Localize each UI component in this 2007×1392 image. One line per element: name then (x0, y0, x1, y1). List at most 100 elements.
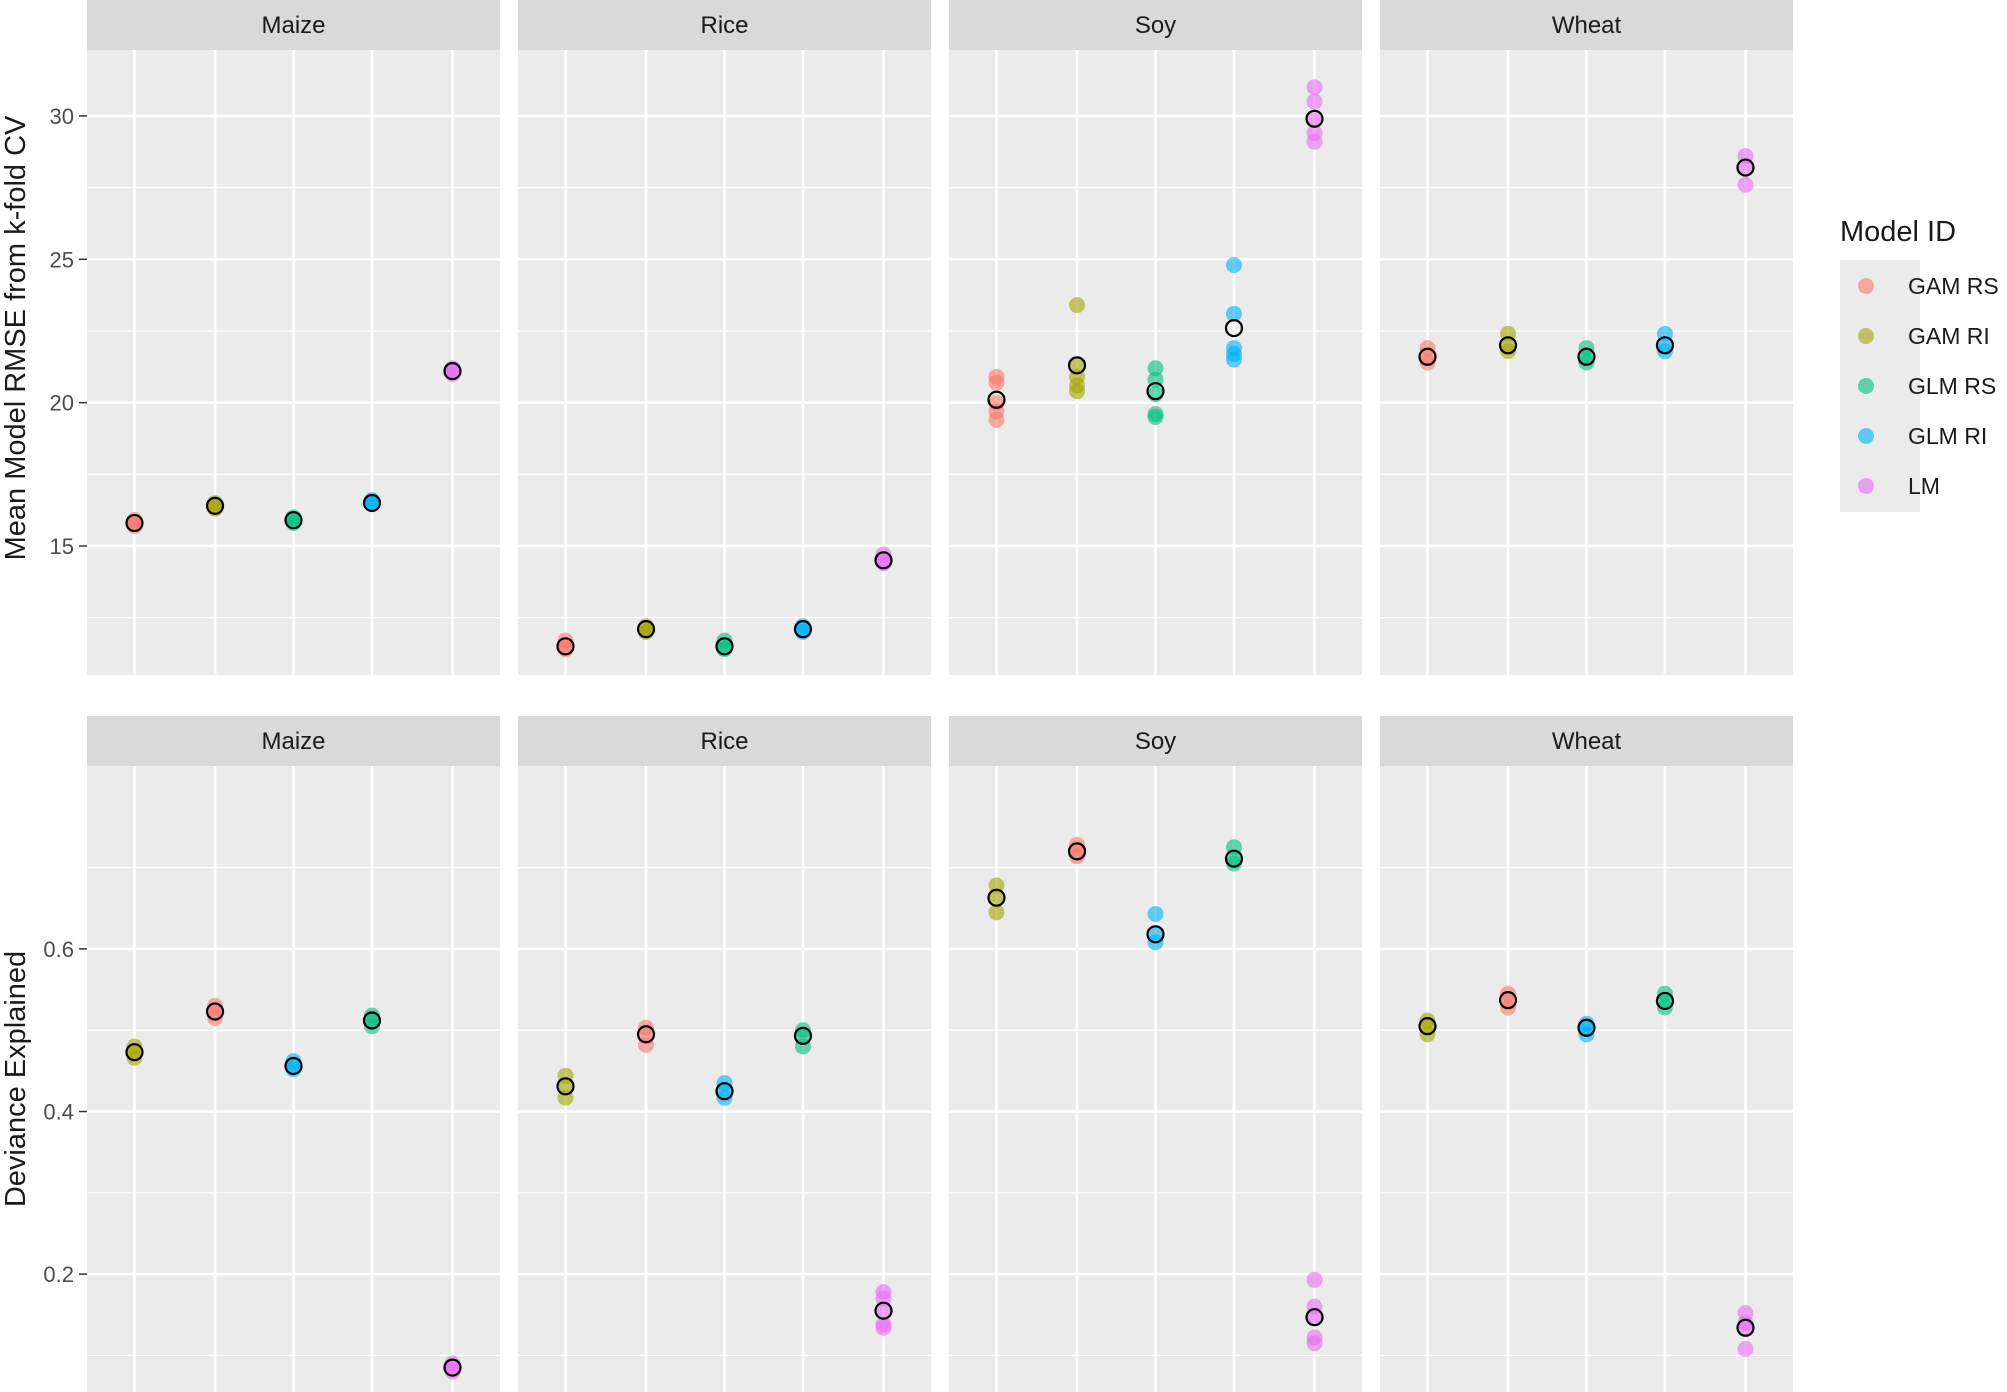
row-1-soy-lm-point-0 (1306, 79, 1323, 96)
legend-label-gam-rs: GAM RS (1908, 273, 1999, 299)
row-2-wheat-lm-point-2 (1737, 1320, 1754, 1337)
row-1-maize-gam-ri-mean-marker (205, 496, 225, 515)
row-1-rice-lm-mean-marker (874, 551, 893, 570)
row-2-rice-gam-rs-mean-marker (636, 1025, 656, 1044)
row-1-wheat-gam-rs-mean-marker (1418, 347, 1437, 366)
row-2-wheat-lm-point-3 (1737, 1340, 1754, 1357)
row-1-soy-lm-point-2 (1306, 110, 1323, 127)
row-2-maize-strip (87, 716, 500, 766)
row-1-wheat-glm-rs-point-2 (1578, 354, 1595, 371)
row-1-soy-glm-rs-point-0 (1147, 360, 1164, 377)
row-1-rice-glm-rs-mean-marker (715, 637, 734, 656)
row-2-y-tick-label-0-2: 0.2 (43, 1262, 74, 1287)
row-2-soy-gam-ri-mean-marker (987, 888, 1006, 907)
row-1-wheat-strip (1380, 0, 1793, 50)
row-1-wheat-glm-ri-mean-marker (1655, 336, 1675, 355)
row-2-soy-gam-rs-mean-marker (1067, 842, 1087, 861)
legend-items: GAM RS GAM RI GLM RS GLM RI LM (1858, 273, 1999, 499)
row-1-soy-glm-rs-mean-marker (1146, 382, 1165, 401)
row-1-wheat-lm-point-2 (1737, 176, 1754, 193)
row-1-soy-gam-ri-mean-marker (1067, 356, 1087, 375)
legend-key-gam-rs (1858, 278, 1874, 294)
legend-key-background (1840, 260, 1920, 512)
row-2-maize-gam-rs-mean-marker (205, 1002, 225, 1021)
row-2-rice-strip-label: Rice (700, 728, 748, 755)
plot-area: Mean Model RMSE from k-fold CV 15 20 25 30 Ma… (0, 0, 1793, 1392)
row-1-maize-strip-label: Maize (261, 12, 325, 39)
row-2-rice-strip (518, 716, 931, 766)
row-2-soy-lm-point-4 (1306, 1335, 1323, 1352)
row-1-wheat-strip-label: Wheat (1552, 12, 1622, 39)
legend-title: Model ID (1840, 216, 1956, 248)
legend-label-glm-rs: GLM RS (1908, 373, 1996, 399)
row-2-soy-gam-ri-point-0 (988, 877, 1005, 894)
row-1-maize-lm-mean-marker (443, 362, 462, 381)
row-1-soy-lm-mean-marker (1305, 109, 1324, 128)
row-1-maize-glm-ri-mean-marker (362, 493, 382, 513)
row-1-wheat-lm-mean-marker (1736, 158, 1755, 177)
row-2-maize-gam-rs-point-2 (207, 1010, 224, 1027)
row-2-soy-glm-rs-point-2 (1225, 855, 1242, 872)
legend-label-glm-ri: GLM RI (1908, 423, 1987, 449)
row-2-soy-glm-ri-mean-marker (1146, 925, 1165, 944)
legend: Model ID GAM RS GAM RI GLM RS GLM RI LM (1840, 216, 1999, 512)
row-1-maize-strip (87, 0, 500, 50)
row-1-soy-gam-ri-point-1 (1069, 357, 1086, 374)
legend-label-lm: LM (1908, 473, 1940, 499)
row-2-rice-glm-rs-mean-marker (793, 1026, 813, 1046)
row-2-soy-strip-label: Soy (1135, 728, 1176, 755)
row-1-rice-glm-ri-mean-marker (793, 620, 813, 639)
row-2-wheat-strip (1380, 716, 1793, 766)
row-1-soy-glm-ri-point-0 (1225, 257, 1242, 274)
row-1-soy-glm-ri-point-4 (1225, 351, 1242, 368)
row-1-soy-gam-rs-point-4 (988, 411, 1005, 428)
legend-label-gam-ri: GAM RI (1908, 323, 1990, 349)
row-1-maize-glm-rs-mean-marker (284, 511, 303, 530)
row-2-rice-lm-point-1 (875, 1290, 892, 1307)
row-1-maize-gam-rs-mean-marker (125, 513, 144, 533)
row-1-rice-gam-ri-mean-marker (636, 620, 656, 639)
row-1-y-tick-label-30: 30 (50, 104, 74, 129)
row-2-wheat-glm-ri-point-2 (1578, 1026, 1595, 1043)
row-2-y-tick-label-0-6: 0.6 (43, 937, 74, 962)
row-2-maize-glm-ri-mean-marker (284, 1056, 303, 1076)
row-2-soy-strip (949, 716, 1362, 766)
row-2-rice-lm-mean-marker (874, 1301, 893, 1320)
row-2-soy-lm-point-0 (1306, 1271, 1323, 1288)
row-1-soy-strip-label: Soy (1135, 12, 1176, 39)
row-2-y-axis-title: Deviance Explained (0, 951, 32, 1207)
row-2-maize-glm-rs-mean-marker (362, 1011, 382, 1030)
row-1-soy-lm-point-1 (1306, 93, 1323, 110)
row-2-maize-lm-mean-marker (443, 1358, 462, 1377)
row-1-soy-gam-ri-point-0 (1069, 297, 1086, 314)
row-2-maize-gam-ri-point-2 (126, 1049, 143, 1066)
row-1-rice-strip (518, 0, 931, 50)
row-2-rice-gam-ri-mean-marker (556, 1077, 575, 1096)
row-2-wheat-gam-ri-mean-marker (1418, 1017, 1437, 1036)
row-1-soy-gam-rs-point-1 (988, 374, 1005, 391)
row-2-rice-glm-ri-point-2 (716, 1089, 733, 1106)
row-2-soy-lm-mean-marker (1305, 1308, 1324, 1327)
row-2-rice-lm-point-4 (875, 1319, 892, 1336)
row-1-wheat-lm-point-1 (1737, 159, 1754, 176)
row-1-rice-gam-rs-mean-marker (556, 637, 575, 656)
legend-key-glm-ri (1858, 428, 1874, 444)
row-1-soy-gam-ri-point-4 (1069, 383, 1086, 400)
row-2-rice-glm-ri-mean-marker (715, 1082, 734, 1101)
row-1-wheat-glm-ri-point-2 (1656, 343, 1673, 360)
row-1-soy-glm-ri-mean-marker (1224, 318, 1244, 338)
row-1-soy-strip (949, 0, 1362, 50)
row-2-maize-glm-rs-point-2 (363, 1018, 380, 1035)
row-2-maize-strip-label: Maize (261, 728, 325, 755)
row-1-wheat-gam-ri-point-2 (1500, 343, 1517, 360)
row-1-y-tick-label-20: 20 (50, 391, 74, 416)
row-2-maize-gam-ri-mean-marker (125, 1043, 144, 1062)
row-1-y-tick-label-25: 25 (50, 247, 74, 272)
row-1-soy-gam-rs-mean-marker (987, 390, 1006, 409)
row-1-soy-glm-ri-point-1 (1225, 305, 1242, 322)
row-1-wheat-glm-rs-mean-marker (1577, 347, 1596, 366)
row-2-soy-gam-rs-point-2 (1069, 848, 1086, 865)
legend-key-lm (1858, 478, 1874, 494)
row-1-wheat-gam-ri-mean-marker (1498, 336, 1518, 355)
row-2-y-tick-label-0-4: 0.4 (43, 1100, 74, 1125)
